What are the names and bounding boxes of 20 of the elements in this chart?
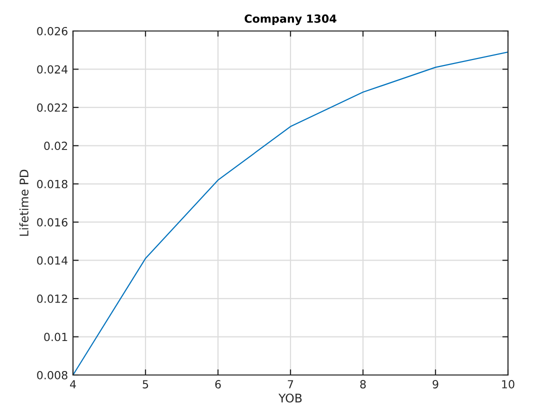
x-tick-label: 5 [142, 380, 148, 388]
x-tick-label: 8 [360, 380, 366, 388]
y-tick-label: 0.014 [37, 256, 68, 265]
x-axis-title: YOB [278, 394, 302, 403]
chart-title: Company 1304 [244, 14, 336, 26]
y-tick-label: 0.026 [37, 26, 68, 36]
y-tick-label: 0.008 [37, 370, 68, 380]
x-tick-label: 4 [70, 380, 76, 388]
y-tick-label: 0.016 [37, 218, 68, 226]
y-axis-title: Lifetime PD [19, 170, 28, 236]
x-tick-label: 6 [215, 380, 221, 388]
y-tick-label: 0.018 [37, 180, 68, 188]
y-tick-label: 0.022 [37, 103, 68, 112]
x-tick-label: 9 [432, 380, 438, 388]
y-tick-label: 0.024 [37, 65, 68, 74]
y-tick-label: 0.01 [44, 332, 68, 342]
y-tick-label: 0.012 [37, 294, 68, 303]
y-tick-label: 0.02 [44, 142, 68, 150]
x-tick-label: 10 [502, 380, 514, 388]
x-tick-label: 7 [288, 380, 294, 388]
